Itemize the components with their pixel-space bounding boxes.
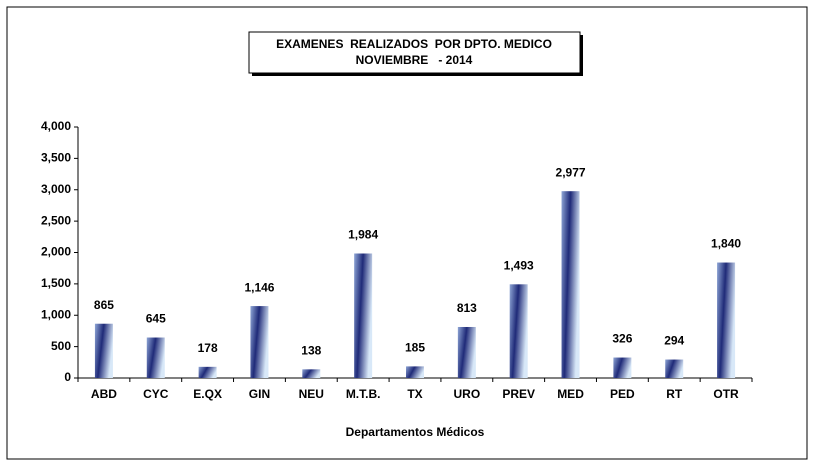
value-label: 138 bbox=[301, 344, 321, 358]
value-label: 294 bbox=[664, 334, 684, 348]
chart-frame bbox=[6, 6, 808, 460]
value-label: 1,146 bbox=[244, 280, 274, 294]
bar bbox=[509, 284, 528, 378]
bar bbox=[146, 337, 165, 378]
value-label: 813 bbox=[457, 301, 477, 315]
bar bbox=[250, 306, 269, 378]
bar bbox=[561, 191, 580, 378]
x-tick-label: E.QX bbox=[193, 387, 222, 401]
title-box bbox=[248, 31, 581, 74]
x-tick-label: GIN bbox=[249, 387, 270, 401]
x-tick-label: TX bbox=[407, 387, 422, 401]
y-tick-label: 3,000 bbox=[41, 182, 71, 196]
y-tick-label: 0 bbox=[64, 370, 71, 384]
x-tick-label: NEU bbox=[299, 387, 324, 401]
value-label: 645 bbox=[146, 312, 166, 326]
y-tick-label: 2,000 bbox=[41, 245, 71, 259]
y-tick-label: 1,500 bbox=[41, 276, 71, 290]
value-label: 178 bbox=[198, 341, 218, 355]
x-tick-label: MED bbox=[557, 387, 584, 401]
value-label: 865 bbox=[94, 298, 114, 312]
x-tick-label: M.T.B. bbox=[346, 387, 381, 401]
x-tick-label: CYC bbox=[143, 387, 169, 401]
value-label: 1,493 bbox=[504, 258, 534, 272]
y-tick-label: 500 bbox=[51, 339, 71, 353]
chart-subtitle: NOVIEMBRE - 2014 bbox=[356, 53, 473, 67]
x-tick-label: OTR bbox=[713, 387, 739, 401]
bar bbox=[717, 262, 736, 378]
x-tick-label: PREV bbox=[502, 387, 535, 401]
bar bbox=[406, 366, 424, 378]
value-label: 185 bbox=[405, 341, 425, 355]
y-tick-label: 3,500 bbox=[41, 151, 71, 165]
bar bbox=[457, 326, 476, 378]
x-tick-label: URO bbox=[454, 387, 481, 401]
bar bbox=[302, 369, 321, 378]
value-label: 326 bbox=[612, 332, 632, 346]
value-label: 1,840 bbox=[711, 237, 741, 251]
x-tick-label: ABD bbox=[91, 387, 117, 401]
x-axis-label: Departamentos Médicos bbox=[346, 425, 485, 439]
y-tick-label: 4,000 bbox=[41, 119, 71, 133]
y-tick-label: 2,500 bbox=[41, 213, 71, 227]
bar bbox=[665, 359, 684, 378]
bar bbox=[198, 366, 217, 378]
chart-title: EXAMENES REALIZADOS POR DPTO. MEDICO bbox=[276, 37, 552, 51]
bar bbox=[94, 323, 113, 378]
x-tick-label: RT bbox=[666, 387, 683, 401]
bar bbox=[613, 357, 632, 378]
value-label: 2,977 bbox=[556, 165, 586, 179]
value-label: 1,984 bbox=[348, 228, 378, 242]
y-tick-label: 1,000 bbox=[41, 307, 71, 321]
x-tick-label: PED bbox=[610, 387, 635, 401]
bar bbox=[354, 253, 373, 378]
